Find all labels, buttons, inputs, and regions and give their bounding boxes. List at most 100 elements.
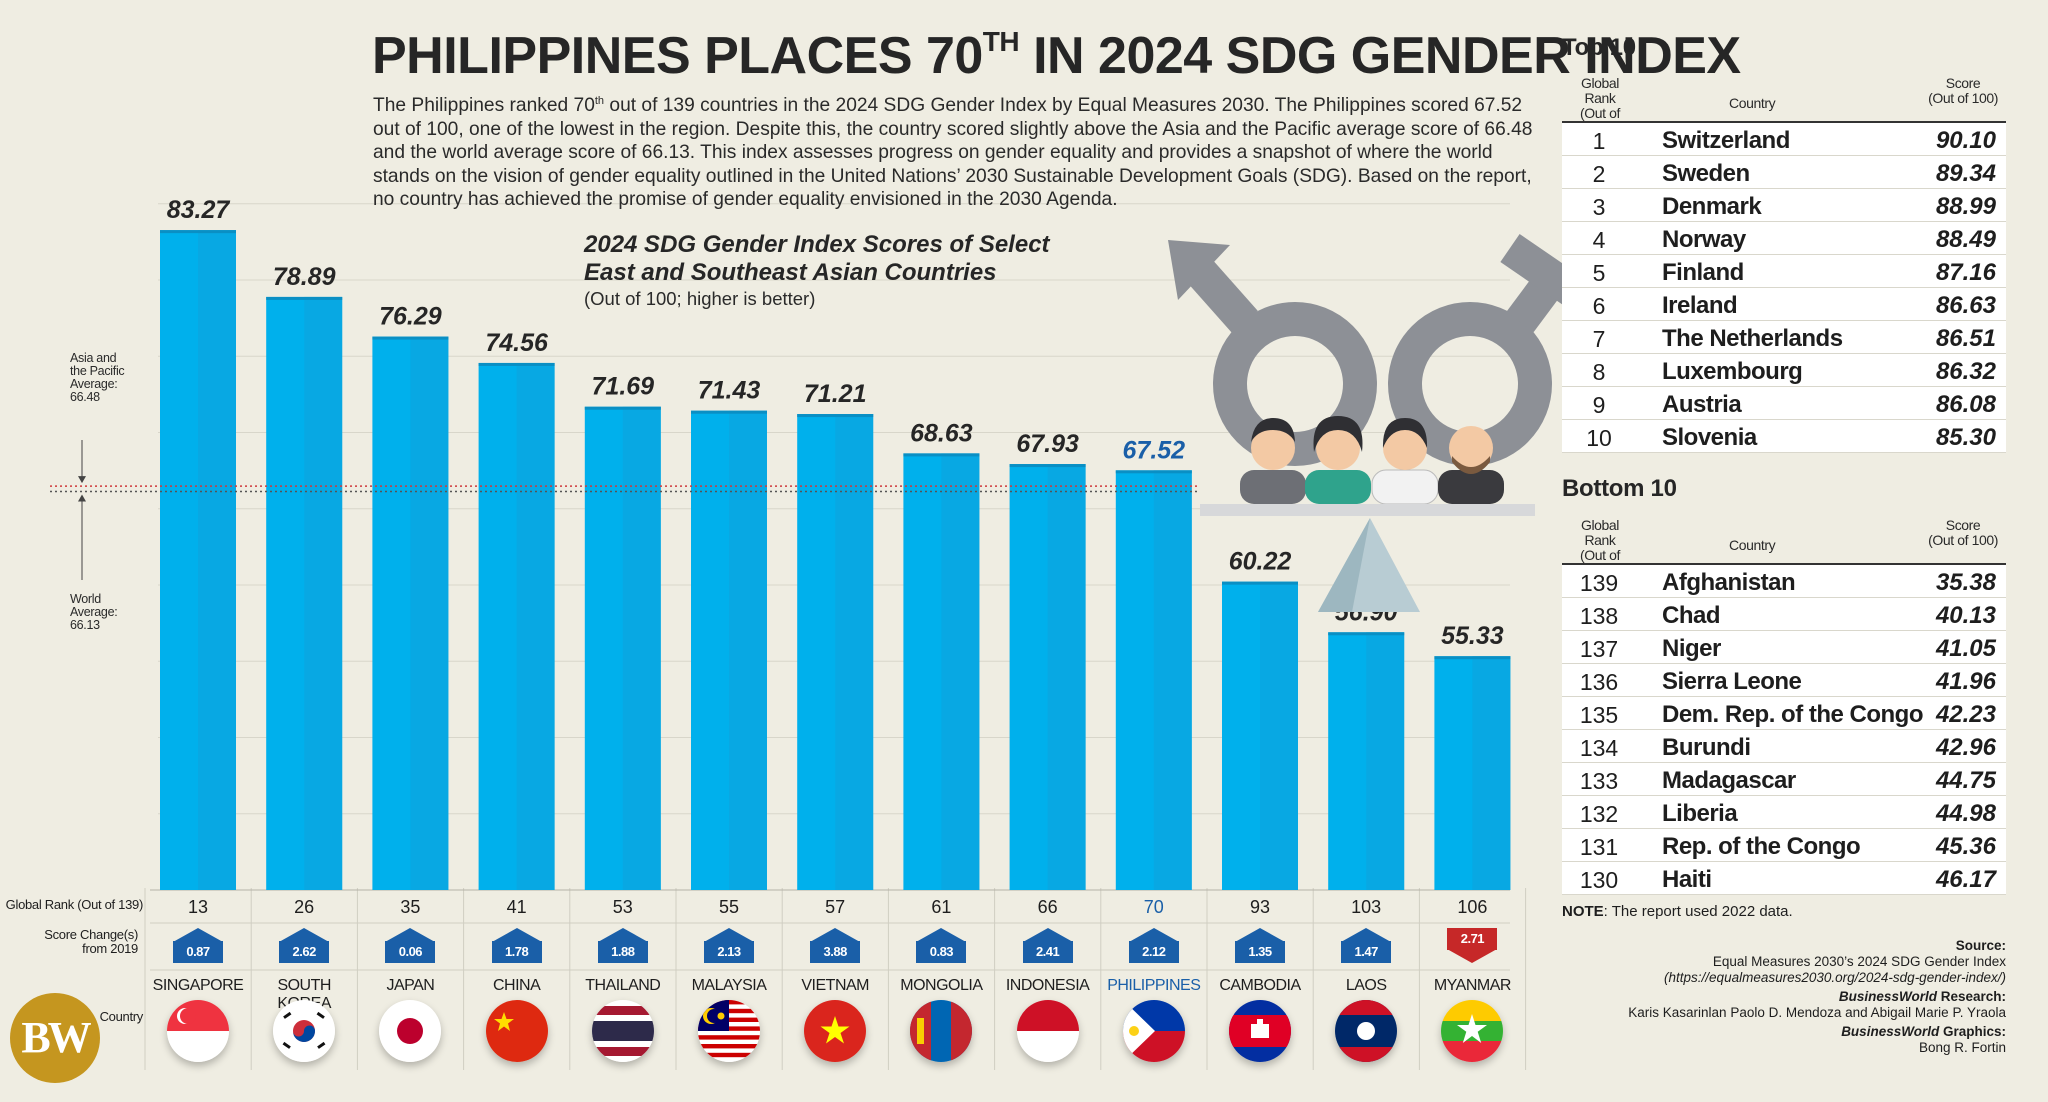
source-label: Source: <box>1955 938 2006 953</box>
flag-singapore-icon <box>167 1000 229 1062</box>
chart-title: 2024 SDG Gender Index Scores of Select E… <box>584 231 1050 286</box>
country-name-singapore: SINGAPORE <box>152 977 244 994</box>
score-change-value: 1.35 <box>1235 941 1285 963</box>
bottom10-rank: 132 <box>1579 801 1619 827</box>
bottom10-row: 139 Afghanistan 35.38 <box>1562 565 2006 598</box>
score-change-mongolia: 0.83 <box>916 928 967 964</box>
global-rank-laos: 103 <box>1351 897 1382 917</box>
bottom10-rank: 133 <box>1579 768 1619 794</box>
top10-row: 5 Finland 87.16 <box>1562 255 2006 288</box>
bar-shade <box>1047 464 1086 890</box>
bar-shade <box>1153 470 1192 890</box>
credits: Source: Equal Measures 2030’s 2024 SDG G… <box>1446 938 2006 1056</box>
top10-rank: 1 <box>1592 128 1606 154</box>
bottom10-row: 134 Burundi 42.96 <box>1562 730 2006 763</box>
bottom10-country: Afghanistan <box>1662 569 1796 596</box>
bottom10-col-rank-1: Global Rank <box>1580 517 1620 548</box>
flag-japan-icon <box>379 1000 442 1062</box>
score-change-value: 0.87 <box>173 941 223 963</box>
bar-cap <box>797 414 874 418</box>
businessworld-logo: BW <box>10 993 100 1083</box>
research-names: Karis Kasarinlan Paolo D. Mendoza and Ab… <box>1628 1005 2006 1020</box>
bottom10-score: 41.05 <box>1935 635 1996 662</box>
value-label: 71.43 <box>698 377 761 405</box>
note: NOTE: The report used 2022 data. <box>1562 903 1793 920</box>
top10-score: 86.51 <box>1935 325 1996 352</box>
note-text: : The report used 2022 data. <box>1603 903 1793 920</box>
score-change-myanmar: 2.71 <box>1447 928 1498 964</box>
score-change-value: 0.06 <box>385 941 436 963</box>
source-url: (https://equalmeasures2030.org/2024-sdg-… <box>1664 970 2006 985</box>
bottom10-col-score-2: (Out of 100) <box>1928 532 1998 548</box>
top10-country: Sweden <box>1662 160 1750 187</box>
value-label: 76.29 <box>379 303 442 331</box>
arrow-up-icon <box>916 928 967 942</box>
bottom10-col-score: Score (Out of 100) <box>1928 518 1998 548</box>
score-change-malaysia: 2.13 <box>704 928 754 964</box>
score-change-vietnam: 3.88 <box>810 928 861 964</box>
page-title: PHILIPPINES PLACES 70TH IN 2024 SDG GEND… <box>372 26 1741 86</box>
bottom10-rank: 136 <box>1579 669 1619 695</box>
flag-thailand-icon <box>591 1000 654 1062</box>
bar-cap <box>691 410 767 414</box>
flag-indonesia-icon <box>1016 1000 1079 1062</box>
score-change-south-korea: 2.62 <box>279 928 330 964</box>
bottom10-rank: 139 <box>1579 570 1619 596</box>
country-name-philippines: PHILIPPINES <box>1107 977 1201 994</box>
research-brand: BusinessWorld <box>1838 989 1937 1004</box>
bar-shade <box>1472 656 1511 890</box>
change-label-line-1: Score Change(s) <box>44 927 138 942</box>
country-name-indonesia: INDONESIA <box>1005 977 1090 994</box>
top10-country: The Netherlands <box>1662 325 1843 352</box>
bottom10-rank: 138 <box>1579 603 1619 629</box>
score-change-value: 2.71 <box>1447 928 1498 950</box>
arrow-up-icon <box>491 928 542 942</box>
bottom10-table: 139 Afghanistan 35.38 138 Chad 40.13 137 Niger 4… <box>1562 563 2006 895</box>
country-name-china: CHINA <box>492 977 541 994</box>
top10-row: 8 Luxembourg 86.32 <box>1562 354 2006 387</box>
arrow-up-icon <box>810 928 861 942</box>
global-rank-philippines: 70 <box>1143 897 1164 917</box>
value-label: 55.33 <box>1441 622 1504 650</box>
top10-col-score-1: Score <box>1945 75 1981 91</box>
top10-rank: 3 <box>1592 194 1606 220</box>
global-rank-thailand: 53 <box>612 897 633 917</box>
bottom10-country: Madagascar <box>1662 767 1796 794</box>
score-change-value: 3.88 <box>810 941 861 963</box>
global-rank-vietnam: 57 <box>825 897 846 917</box>
arrow-up-icon <box>1128 928 1179 942</box>
country-name-thailand: THAILAND <box>585 977 661 994</box>
bottom10-row: 133 Madagascar 44.75 <box>1562 763 2006 796</box>
graphics-suffix: Graphics: <box>1939 1024 2006 1039</box>
top10-country: Denmark <box>1662 193 1762 220</box>
global-rank-china: 41 <box>506 897 527 917</box>
score-change-value: 2.41 <box>1022 941 1073 963</box>
asia-pointer-head <box>78 476 86 484</box>
global-rank-japan: 35 <box>400 897 421 917</box>
bottom10-row: 135 Dem. Rep. of the Congo 42.23 <box>1562 697 2006 730</box>
intro-superscript: th <box>594 95 605 107</box>
score-change-value: 2.62 <box>279 941 330 963</box>
bottom10-score: 45.36 <box>1935 833 1996 860</box>
score-change-value: 1.88 <box>597 941 648 963</box>
score-change-japan: 0.06 <box>385 928 436 964</box>
bar-cap <box>584 406 661 410</box>
top10-score: 88.99 <box>1935 193 1996 220</box>
top10-row: 9 Austria 86.08 <box>1562 387 2006 420</box>
bottom10-row: 131 Rep. of the Congo 45.36 <box>1562 829 2006 862</box>
score-change-value: 1.78 <box>491 941 542 963</box>
value-label: 67.93 <box>1016 430 1079 458</box>
title-part-1: PHILIPPINES PLACES 70 <box>372 27 983 85</box>
score-change-philippines: 2.12 <box>1128 928 1179 964</box>
global-rank-malaysia: 55 <box>718 897 740 917</box>
research-suffix: Research: <box>1936 989 2006 1004</box>
bar-cap <box>478 362 555 366</box>
bottom10-title: Bottom 10 <box>1562 475 1677 502</box>
graphics-names: Bong R. Fortin <box>1918 1040 2006 1055</box>
arrow-up-icon <box>279 928 330 942</box>
bar-shade <box>1366 632 1405 890</box>
bottom10-country: Chad <box>1662 602 1721 629</box>
bottom10-score: 46.17 <box>1935 866 1996 893</box>
bottom10-country: Liberia <box>1662 800 1738 827</box>
